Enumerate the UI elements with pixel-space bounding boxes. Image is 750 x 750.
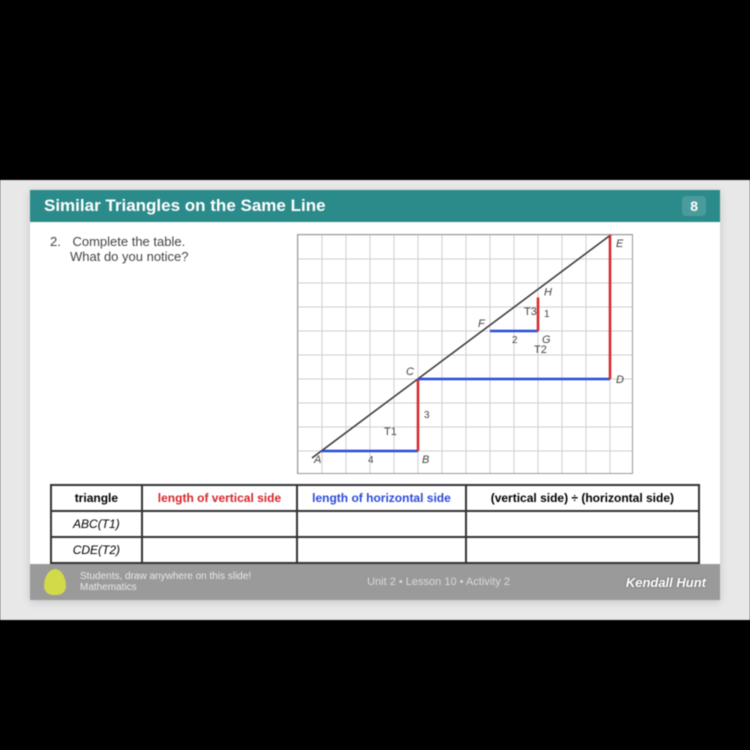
svg-text:1: 1 bbox=[544, 309, 550, 320]
question-line-2: What do you notice? bbox=[70, 249, 189, 264]
cell-horizontal[interactable] bbox=[297, 537, 465, 563]
browser-viewport: Similar Triangles on the Same Line 8 2. … bbox=[0, 180, 750, 620]
footer-left: Students, draw anywhere on this slide! M… bbox=[44, 569, 251, 595]
cell-horizontal[interactable] bbox=[297, 511, 465, 537]
cell-ratio[interactable] bbox=[466, 537, 699, 563]
row-label: ABC(T1) bbox=[51, 511, 142, 537]
svg-text:E: E bbox=[616, 238, 624, 250]
col-ratio: (vertical side) ÷ (horizontal side) bbox=[466, 485, 699, 511]
svg-text:B: B bbox=[422, 454, 429, 466]
cell-vertical[interactable] bbox=[142, 511, 298, 537]
footer-text: Students, draw anywhere on this slide! M… bbox=[80, 571, 251, 593]
svg-text:C: C bbox=[406, 366, 414, 378]
answer-table: triangle length of vertical side length … bbox=[50, 484, 700, 564]
cell-vertical[interactable] bbox=[142, 537, 298, 563]
col-horizontal: length of horizontal side bbox=[297, 485, 465, 511]
figure-wrap: ABCDEFGHT1T2T34321 bbox=[230, 234, 700, 474]
cell-ratio[interactable] bbox=[466, 511, 699, 537]
subject-label: Mathematics bbox=[80, 582, 251, 593]
table-row: ABC(T1) bbox=[51, 511, 699, 537]
question-prompt: 2. Complete the table. What do you notic… bbox=[50, 234, 210, 474]
slide-title-bar: Similar Triangles on the Same Line 8 bbox=[30, 190, 720, 222]
question-line-1: Complete the table. bbox=[72, 234, 185, 249]
question-number: 2. bbox=[50, 234, 61, 249]
svg-text:3: 3 bbox=[424, 410, 430, 421]
table-row: CDE(T2) bbox=[51, 537, 699, 563]
svg-text:A: A bbox=[313, 454, 321, 466]
pear-deck-icon bbox=[44, 569, 66, 595]
svg-text:2: 2 bbox=[512, 335, 518, 346]
svg-text:T3: T3 bbox=[524, 306, 537, 318]
row-label: CDE(T2) bbox=[51, 537, 142, 563]
svg-text:D: D bbox=[616, 374, 624, 386]
svg-text:4: 4 bbox=[368, 455, 374, 466]
slide-content: 2. Complete the table. What do you notic… bbox=[30, 222, 720, 474]
lesson-breadcrumb: Unit 2 • Lesson 10 • Activity 2 bbox=[367, 576, 510, 588]
table-header-row: triangle length of vertical side length … bbox=[51, 485, 699, 511]
svg-text:H: H bbox=[544, 286, 552, 298]
slide: Similar Triangles on the Same Line 8 2. … bbox=[30, 190, 720, 600]
slide-footer: Students, draw anywhere on this slide! M… bbox=[30, 564, 720, 600]
slide-title: Similar Triangles on the Same Line bbox=[44, 196, 326, 216]
col-vertical: length of vertical side bbox=[142, 485, 298, 511]
publisher-brand: Kendall Hunt bbox=[626, 575, 706, 590]
triangle-grid-figure: ABCDEFGHT1T2T34321 bbox=[297, 234, 633, 474]
draw-hint: Students, draw anywhere on this slide! bbox=[80, 571, 251, 582]
svg-text:T2: T2 bbox=[534, 344, 547, 356]
col-triangle: triangle bbox=[51, 485, 142, 511]
grade-badge: 8 bbox=[682, 196, 706, 216]
svg-text:T1: T1 bbox=[384, 426, 397, 438]
answer-table-wrap: triangle length of vertical side length … bbox=[30, 474, 720, 564]
